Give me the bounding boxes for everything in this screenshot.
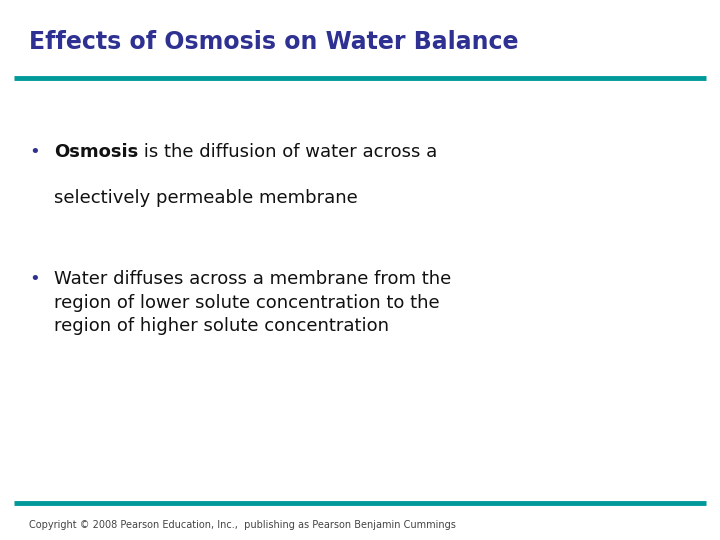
Text: •: • xyxy=(29,143,40,161)
Text: Effects of Osmosis on Water Balance: Effects of Osmosis on Water Balance xyxy=(29,30,518,53)
Text: Osmosis: Osmosis xyxy=(54,143,138,161)
Text: Water diffuses across a membrane from the
region of lower solute concentration t: Water diffuses across a membrane from th… xyxy=(54,270,451,335)
Text: selectively permeable membrane: selectively permeable membrane xyxy=(54,189,358,207)
Text: is the diffusion of water across a: is the diffusion of water across a xyxy=(138,143,438,161)
Text: •: • xyxy=(29,270,40,288)
Text: Copyright © 2008 Pearson Education, Inc.,  publishing as Pearson Benjamin Cummin: Copyright © 2008 Pearson Education, Inc.… xyxy=(29,520,456,530)
